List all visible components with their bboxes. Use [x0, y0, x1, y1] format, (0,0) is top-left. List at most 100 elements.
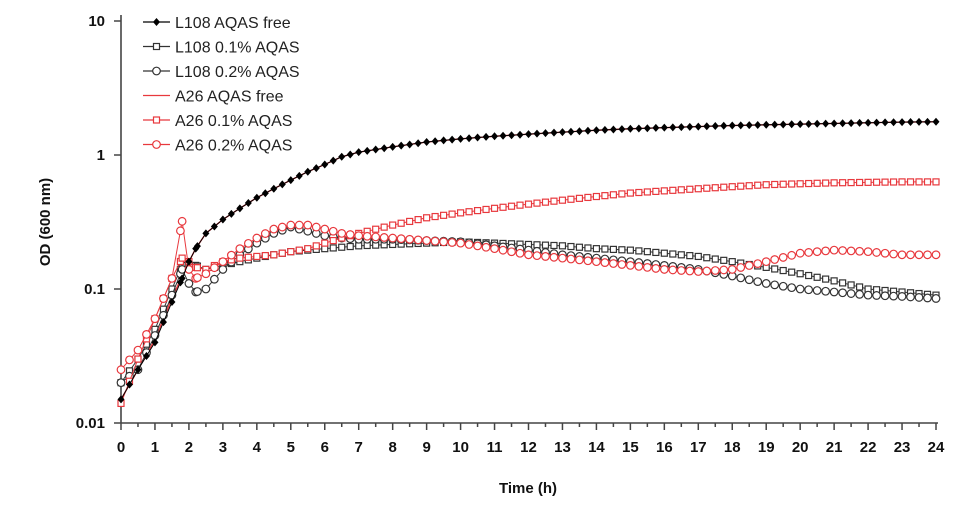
data-point [490, 244, 499, 254]
data-point [855, 289, 864, 299]
data-point [829, 287, 839, 297]
data-point [584, 244, 592, 252]
legend-item: A26 0.1% AQAS [143, 113, 292, 130]
data-point [550, 197, 558, 205]
data-point [914, 293, 924, 302]
x-tick-label: 0 [117, 439, 125, 456]
data-point [226, 250, 236, 260]
data-point [609, 125, 617, 134]
data-point [431, 137, 439, 146]
data-point [550, 241, 558, 250]
data-point [625, 261, 635, 270]
data-point [822, 179, 830, 187]
data-point [541, 252, 550, 261]
data-point [839, 179, 847, 187]
y-tick-label: 0.1 [84, 281, 105, 298]
data-point [236, 254, 244, 262]
data-point [431, 212, 439, 221]
data-point [558, 196, 567, 204]
data-point [931, 250, 941, 260]
x-tick-label: 24 [928, 439, 945, 456]
data-point [592, 245, 601, 253]
data-point [507, 247, 516, 257]
data-point [720, 121, 728, 130]
legend-marker [152, 66, 161, 76]
x-tick-label: 12 [520, 439, 537, 456]
data-point [711, 122, 719, 131]
x-tick-label: 8 [388, 439, 396, 456]
x-tick-label: 13 [554, 439, 571, 456]
data-point [270, 251, 278, 259]
x-tick-label: 1 [151, 439, 159, 456]
data-point [618, 190, 626, 198]
data-point [321, 160, 329, 169]
x-tick-label: 21 [826, 439, 843, 456]
data-point [286, 220, 296, 230]
data-point [779, 180, 787, 188]
data-point [201, 269, 211, 279]
data-point [474, 133, 482, 142]
data-point [897, 250, 907, 260]
data-point [345, 230, 355, 239]
y-tick-label: 10 [88, 13, 105, 30]
data-point [863, 290, 873, 300]
data-point [178, 274, 186, 283]
data-point [668, 265, 678, 275]
data-point [448, 210, 456, 218]
legend-marker [152, 42, 161, 51]
data-point [609, 245, 617, 253]
data-point [710, 266, 720, 275]
data-point [397, 219, 405, 227]
data-point [423, 138, 431, 147]
x-tick-label: 18 [724, 439, 741, 456]
data-point [804, 285, 814, 295]
data-point [847, 281, 855, 289]
data-point [473, 241, 482, 251]
data-point [821, 286, 831, 296]
data-point [253, 252, 261, 261]
data-point [524, 250, 533, 260]
data-point [770, 255, 780, 264]
data-point [134, 365, 142, 374]
data-point [754, 120, 762, 129]
data-point [728, 183, 736, 191]
data-point [134, 355, 142, 363]
data-point [805, 119, 813, 128]
legend-item: A26 AQAS free [143, 89, 284, 106]
data-point [847, 178, 855, 187]
x-tick-label: 6 [321, 439, 329, 456]
data-point [618, 246, 626, 254]
data-point [889, 291, 898, 301]
data-point [737, 121, 745, 130]
data-point [202, 229, 210, 238]
data-point [507, 202, 516, 210]
x-axis-label: Time (h) [499, 480, 557, 497]
data-point [796, 180, 804, 188]
data-point [261, 252, 269, 260]
data-point [643, 248, 651, 256]
data-point [209, 263, 219, 273]
data-point [601, 245, 609, 253]
x-tick-label: 7 [355, 439, 363, 456]
x-tick-label: 9 [422, 439, 430, 456]
x-tick-label: 10 [452, 439, 469, 456]
data-point [694, 185, 702, 193]
data-point [541, 198, 550, 206]
data-point [338, 152, 346, 161]
data-point [635, 124, 643, 133]
data-point [193, 287, 202, 296]
data-point [218, 257, 228, 267]
data-point [379, 233, 389, 242]
data-point [686, 122, 694, 131]
x-tick-label: 4 [253, 439, 262, 456]
data-point [609, 191, 617, 199]
data-point [473, 206, 482, 215]
data-point [795, 248, 805, 258]
data-point [778, 281, 788, 291]
legend-item: L108 0.1% AQAS [143, 40, 300, 57]
data-point [787, 283, 797, 293]
data-point [855, 178, 864, 187]
data-point [914, 250, 924, 260]
data-point [804, 248, 814, 257]
data-point [311, 222, 321, 232]
